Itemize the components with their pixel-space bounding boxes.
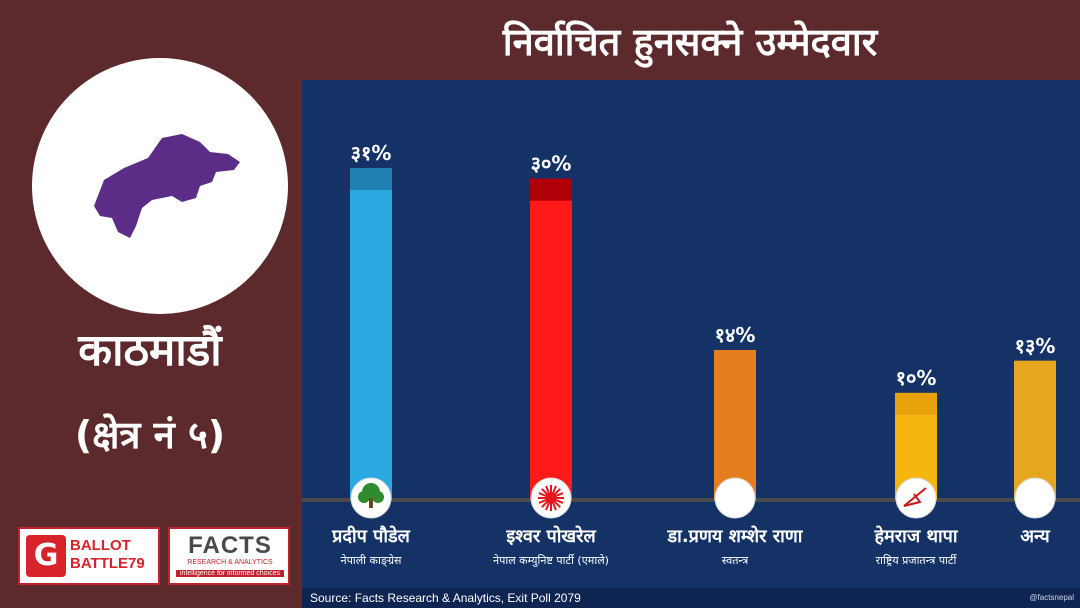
facts-logo-name: FACTS xyxy=(188,532,272,559)
source-text: Source: Facts Research & Analytics, Exit… xyxy=(310,591,581,605)
facts-logo-sub: RESEARCH & ANALYTICS xyxy=(187,559,273,566)
party-name-1: नेपाली काङ्ग्रेस xyxy=(341,554,403,567)
plough-icon xyxy=(903,487,927,507)
chart-panel: ३१% प्रदीप पौडेल नेपाली काङ्ग्रेस ३०% इश्वर … xyxy=(302,80,1080,588)
value-label-1: ३१% xyxy=(351,141,392,165)
bar-cap-3 xyxy=(714,350,756,373)
candidate-name-5: अन्य xyxy=(1020,526,1051,547)
bar-cap-4 xyxy=(895,392,937,415)
candidate-name-4: हेमराज थापा xyxy=(873,525,958,547)
sun-icon xyxy=(538,485,564,511)
galaxy-logo-text: BALLOT BATTLE79 xyxy=(70,537,145,572)
bar-5 xyxy=(1014,360,1056,500)
bar-3 xyxy=(714,350,756,500)
candidate-name-1: प्रदीप पौडेल xyxy=(331,525,410,547)
bar-cap-5 xyxy=(1014,360,1056,383)
district-name: काठमाडौं xyxy=(78,325,222,376)
candidate-name-3: डा.प्रणय शम्शेर राणा xyxy=(667,525,804,547)
social-handle: @factsnepal xyxy=(1029,593,1074,602)
party-name-3: स्वतन्त्र xyxy=(722,554,749,567)
party-name-4: राष्ट्रिय प्रजातन्त्र पार्टी xyxy=(876,554,958,567)
symbol-circle-5 xyxy=(1014,477,1056,519)
bar-cap-1 xyxy=(350,168,392,190)
party-name-2: नेपाल कम्युनिष्ट पार्टी (एमाले) xyxy=(493,554,609,567)
tree-icon xyxy=(358,483,384,508)
facts-logo-tagline: intelligence for informed choices xyxy=(176,570,284,577)
value-label-5: १३% xyxy=(1015,334,1056,358)
bar-group-3: १४% डा.प्रणय शम्शेर राणा स्वतन्त्र xyxy=(667,323,804,567)
symbol-circle-3 xyxy=(714,477,756,519)
value-label-2: ३०% xyxy=(531,152,572,176)
bar-chart: ३१% प्रदीप पौडेल नेपाली काङ्ग्रेस ३०% इश्वर … xyxy=(302,141,1080,567)
bar-cap-2 xyxy=(530,178,572,201)
bar-group-1: ३१% प्रदीप पौडेल नेपाली काङ्ग्रेस xyxy=(331,141,410,567)
bar-group-2: ३०% इश्वर पोखरेल नेपाल कम्युनिष्ट पार्टी (… xyxy=(493,152,609,567)
bar-group-4: १०% हेमराज थापा राष्ट्रिय प्रजातन्त्र पार्… xyxy=(873,366,958,567)
bar-2 xyxy=(530,178,572,500)
facts-logo: FACTS RESEARCH & ANALYTICS intelligence … xyxy=(168,527,290,585)
chart-title: निर्वाचित हुनसक्ने उम्मेदवार xyxy=(502,20,878,64)
constituency-number: (क्षेत्र नं ५) xyxy=(74,413,226,457)
kathmandu-map-icon xyxy=(94,134,240,238)
candidate-name-2: इश्वर पोखरेल xyxy=(505,525,596,547)
bar-1 xyxy=(350,168,392,500)
galaxy-ballot-battle-logo: G BALLOT BATTLE79 xyxy=(18,527,160,585)
source-footer: Source: Facts Research & Analytics, Exit… xyxy=(302,588,1080,608)
value-label-4: १०% xyxy=(896,366,937,390)
map-circle xyxy=(32,58,288,314)
value-label-3: १४% xyxy=(715,323,756,347)
galaxy-logo-mark: G xyxy=(26,535,66,577)
bar-group-5: १३% अन्य xyxy=(1014,334,1056,547)
